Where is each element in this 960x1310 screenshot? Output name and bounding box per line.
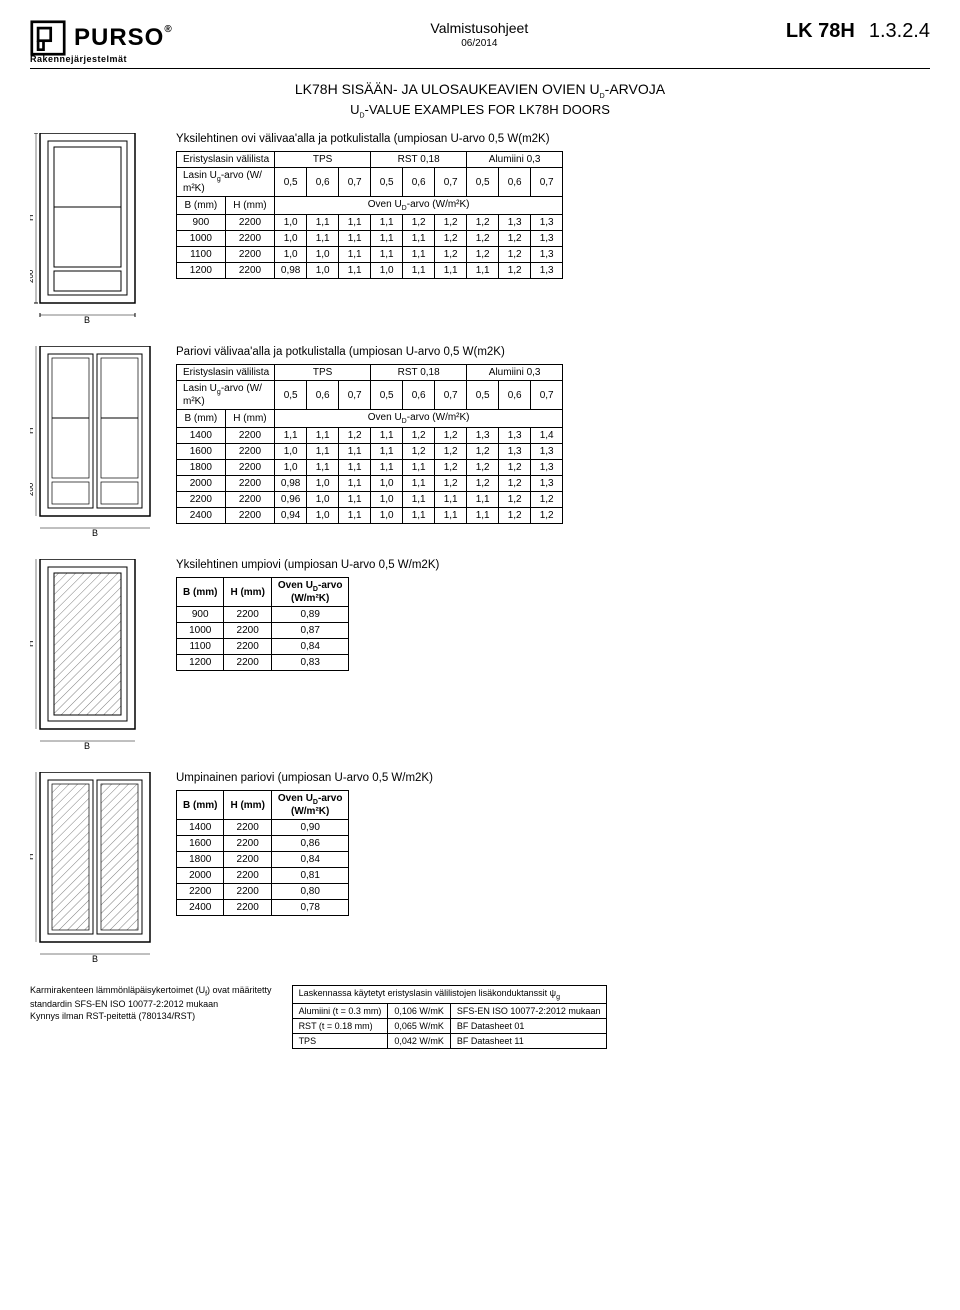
dim-label-b: B <box>84 315 90 325</box>
footnote-table-block: Laskennassa käytetyt eristyslasin välili… <box>292 985 608 1049</box>
table-row: 90022000,89 <box>177 607 349 623</box>
table-row: 160022001,01,11,11,11,21,21,21,31,3 <box>177 444 563 460</box>
footer: Karmirakenteen lämmönläpäisykertoimet (U… <box>30 985 930 1049</box>
table-row: 220022000,961,01,11,01,11,11,11,21,2 <box>177 492 563 508</box>
table-row: Alumiini (t = 0.3 mm)0,106 W/mKSFS-EN IS… <box>292 1004 607 1019</box>
purso-logo-icon <box>30 20 66 56</box>
table-row: 180022001,01,11,11,11,11,21,21,21,3 <box>177 460 563 476</box>
table-row: 140022001,11,11,21,11,21,21,31,31,4 <box>177 428 563 444</box>
table-row: 160022000,86 <box>177 836 349 852</box>
footnote-left: Karmirakenteen lämmönläpäisykertoimet (U… <box>30 985 272 1022</box>
section-double-glass-door: H 200 B Pariovi välivaa'alla ja potkulis… <box>30 346 930 541</box>
svg-text:H: H <box>30 641 35 648</box>
dim-label-h: H <box>30 215 35 222</box>
table-row: 240022000,78 <box>177 900 349 916</box>
doc-date: 06/2014 <box>173 38 786 49</box>
product-code: LK 78H <box>786 20 855 43</box>
table-row: 110022001,01,01,11,11,11,21,21,21,3 <box>177 247 563 263</box>
table-row: RST (t = 0.18 mm)0,065 W/mKBF Datasheet … <box>292 1019 607 1034</box>
logo-block: PURSO® Rakennejärjestelmät <box>30 20 173 64</box>
table-row: 200022000,81 <box>177 868 349 884</box>
doc-type: Valmistusohjeet <box>173 20 786 36</box>
section3-title: Yksilehtinen umpiovi (umpiosan U-arvo 0,… <box>176 559 930 571</box>
page-title: LK78H SISÄÄN- JA ULOSAUKEAVIEN OVIEN UD-… <box>30 81 930 100</box>
diagram-double-solid: H B <box>30 772 160 967</box>
svg-text:200: 200 <box>30 482 35 496</box>
table-double-glass: Eristyslasin välilistaTPSRST 0,18Alumiin… <box>176 364 563 524</box>
svg-text:B: B <box>92 528 98 538</box>
diagram-single-solid: H B <box>30 559 160 754</box>
brand-subtitle: Rakennejärjestelmät <box>30 54 173 64</box>
section4-title: Umpinainen pariovi (umpiosan U-arvo 0,5 … <box>176 772 930 784</box>
table-row: 120022000,981,01,11,01,11,11,11,21,3 <box>177 263 563 279</box>
table-row: 120022000,83 <box>177 655 349 671</box>
table-row: 220022000,80 <box>177 884 349 900</box>
footnote-table: Laskennassa käytetyt eristyslasin välili… <box>292 985 608 1049</box>
section1-title: Yksilehtinen ovi välivaa'alla ja potkuli… <box>176 133 930 145</box>
svg-text:B: B <box>92 954 98 964</box>
footnote-line1: Karmirakenteen lämmönläpäisykertoimet (U… <box>30 985 272 999</box>
svg-text:B: B <box>84 741 90 751</box>
svg-text:H: H <box>30 428 35 435</box>
brand-name: PURSO® <box>74 24 173 52</box>
svg-text:H: H <box>30 854 35 861</box>
table-row: 110022000,84 <box>177 639 349 655</box>
table-row: 240022000,941,01,11,01,11,11,11,21,2 <box>177 508 563 524</box>
table-row: 100022000,87 <box>177 623 349 639</box>
section-double-solid-door: H B Umpinainen pariovi (umpiosan U-arvo … <box>30 772 930 967</box>
diagram-double-door: H 200 B <box>30 346 160 541</box>
table-row: 90022001,01,11,11,11,21,21,21,31,3 <box>177 215 563 231</box>
table-single-glass: Eristyslasin välilistaTPSRST 0,18Alumiin… <box>176 151 563 279</box>
page-subtitle: UD-VALUE EXAMPLES FOR LK78H DOORS <box>30 102 930 120</box>
doc-version: 1.3.2.4 <box>869 20 930 43</box>
section-single-glass-door: H 200 B Yksilehtinen ovi välivaa'alla ja… <box>30 133 930 328</box>
page-header: PURSO® Rakennejärjestelmät Valmistusohje… <box>30 20 930 64</box>
table-row: 100022001,01,11,11,11,11,21,21,21,3 <box>177 231 563 247</box>
section-single-solid-door: H B Yksilehtinen umpiovi (umpiosan U-arv… <box>30 559 930 754</box>
diagram-single-door: H 200 B <box>30 133 160 328</box>
footnote-line3: Kynnys ilman RST-peitettä (780134/RST) <box>30 1011 272 1023</box>
table-row: 200022000,981,01,11,01,11,21,21,21,3 <box>177 476 563 492</box>
table-single-solid: B (mm)H (mm)Oven UD-arvo(W/m²K)90022000,… <box>176 577 349 671</box>
dim-label-200: 200 <box>30 269 35 283</box>
header-right: LK 78H 1.3.2.4 <box>786 20 930 43</box>
table-row: 180022000,84 <box>177 852 349 868</box>
table-double-solid: B (mm)H (mm)Oven UD-arvo(W/m²K)140022000… <box>176 790 349 916</box>
section2-title: Pariovi välivaa'alla ja potkulistalla (u… <box>176 346 930 358</box>
table-row: TPS0,042 W/mKBF Datasheet 11 <box>292 1034 607 1049</box>
header-center: Valmistusohjeet 06/2014 <box>173 20 786 49</box>
footnote-line2: standardin SFS-EN ISO 10077-2:2012 mukaa… <box>30 999 272 1011</box>
table-row: 140022000,90 <box>177 820 349 836</box>
